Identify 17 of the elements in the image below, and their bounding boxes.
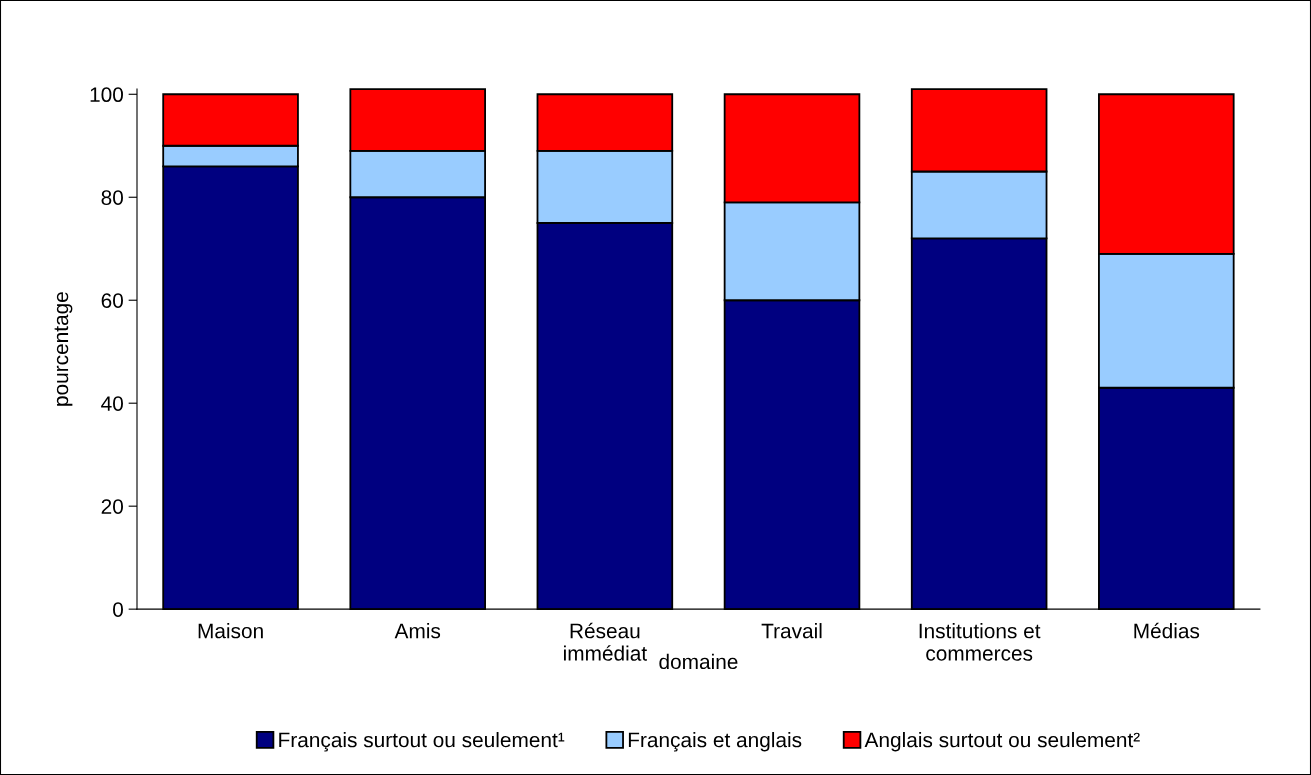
x-tick-label: Amis <box>394 623 441 639</box>
y-tick-label: 40 <box>101 396 123 411</box>
y-tick-label: 80 <box>101 190 123 205</box>
x-tick-label: Institutions et commerces <box>919 623 1041 661</box>
y-tick-label: 100 <box>90 87 123 103</box>
x-tick-label: Réseau immédiat <box>564 622 647 661</box>
y-tick-label: 60 <box>101 293 123 308</box>
y-axis-title: pourcentage <box>54 292 73 406</box>
legend-label: Français surtout ou seulement¹ <box>279 732 565 752</box>
x-axis-title: domaine <box>659 653 738 670</box>
x-tick-label: Travail <box>761 623 822 639</box>
legend-label: Anglais surtout ou seulement² <box>864 732 1140 752</box>
x-tick-label: Médias <box>1134 622 1200 639</box>
y-tick-label: 0 <box>113 602 123 617</box>
y-tick-label: 20 <box>101 499 123 514</box>
x-tick-label: Maison <box>198 623 263 639</box>
legend-label: Français et anglais <box>628 732 802 752</box>
